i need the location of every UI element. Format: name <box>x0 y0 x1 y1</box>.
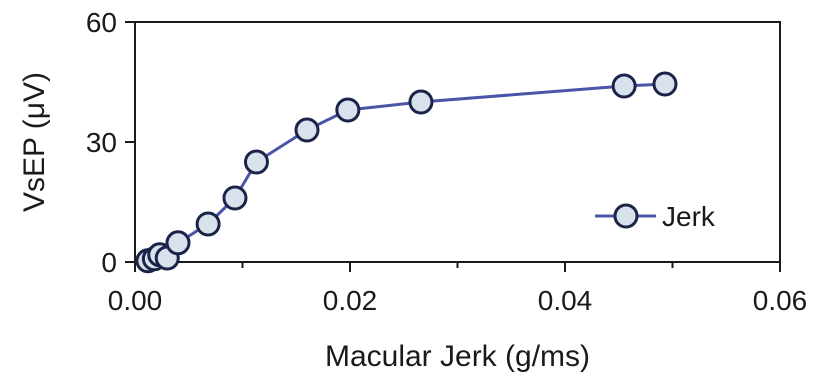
y-tick-label: 60 <box>86 7 117 38</box>
legend: Jerk <box>595 201 716 232</box>
data-point <box>165 230 191 256</box>
y-axis-ticks: 0 30 60 <box>86 7 135 278</box>
x-tick-label: 0.04 <box>538 285 593 316</box>
y-tick-label: 0 <box>101 247 117 278</box>
series-layer <box>135 71 678 274</box>
data-point <box>652 71 678 97</box>
legend-label-jerk: Jerk <box>662 201 716 232</box>
legend-marker-jerk <box>613 203 639 229</box>
data-point <box>335 97 361 123</box>
data-point <box>222 185 248 211</box>
data-point <box>243 149 269 175</box>
x-axis-ticks: 0.00 0.02 0.04 0.06 <box>108 262 808 316</box>
x-axis-label: Macular Jerk (g/ms) <box>325 340 590 373</box>
x-tick-label: 0.00 <box>108 285 163 316</box>
y-axis-label: VsEP (μV) <box>18 72 51 212</box>
data-point <box>195 211 221 237</box>
y-tick-label: 30 <box>86 127 117 158</box>
x-tick-label: 0.02 <box>323 285 378 316</box>
data-point <box>611 73 637 99</box>
data-point <box>408 89 434 115</box>
x-tick-label: 0.06 <box>753 285 808 316</box>
data-point <box>294 117 320 143</box>
series-line-jerk <box>147 82 666 263</box>
